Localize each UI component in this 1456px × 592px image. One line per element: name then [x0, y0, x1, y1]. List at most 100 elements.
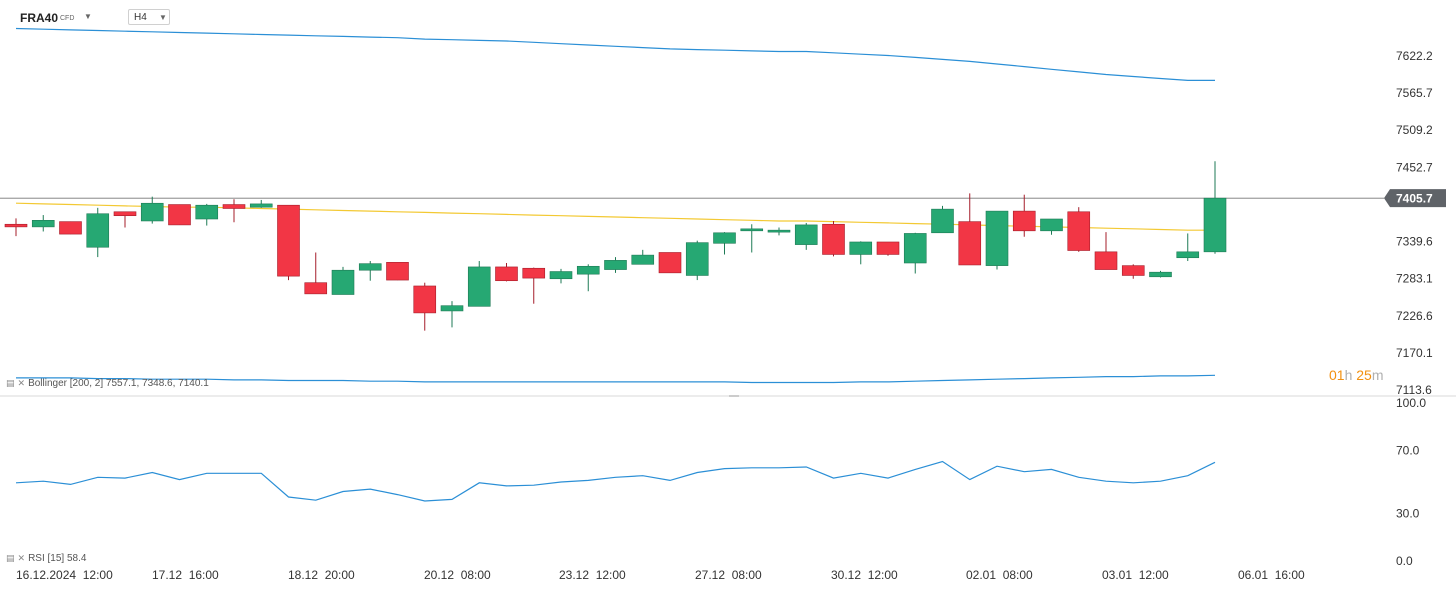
candle-countdown: 01h 25m	[1329, 367, 1384, 383]
time-tick-label: 30.12 12:00	[831, 568, 898, 582]
symbol-type: CFD	[60, 15, 75, 22]
candle-body	[195, 204, 219, 220]
candle-body	[958, 221, 982, 266]
price-tick-label: 7565.7	[1396, 86, 1433, 100]
candle-body	[794, 224, 818, 245]
candle-38	[1040, 218, 1063, 235]
candle-35	[958, 193, 982, 266]
countdown-m: m	[1371, 367, 1384, 383]
candle-9	[249, 199, 273, 208]
price-tick-label: 7283.1	[1396, 272, 1433, 286]
candle-13	[358, 261, 382, 281]
candle-15	[413, 282, 437, 331]
candle-body	[931, 208, 954, 234]
candle-32	[876, 241, 900, 256]
current-price-badge	[1384, 189, 1446, 208]
candle-39	[1067, 207, 1091, 252]
candle-6	[168, 204, 191, 226]
candle-34	[931, 205, 954, 234]
symbol-dropdown-icon[interactable]: ▼	[84, 12, 92, 21]
candle-body	[985, 210, 1009, 266]
candle-body	[1176, 251, 1200, 259]
candle-body	[304, 282, 328, 295]
candle-5	[140, 196, 164, 224]
rsi-label: RSI [15] 58.4	[28, 553, 87, 564]
candle-body	[413, 285, 437, 314]
candle-body	[467, 266, 491, 307]
candle-0	[4, 218, 28, 237]
current-price-label: 7405.7	[1396, 192, 1433, 206]
candle-body	[658, 252, 682, 274]
candle-body	[168, 204, 191, 226]
candle-42	[1149, 270, 1172, 278]
candle-body	[140, 202, 164, 222]
candle-31	[849, 241, 873, 265]
candle-body	[522, 267, 546, 279]
candle-36	[985, 210, 1009, 270]
candle-22	[604, 257, 627, 273]
symbol-name[interactable]: FRA40	[20, 11, 59, 25]
candle-26	[713, 232, 736, 255]
rsi-legend[interactable]: ▤ ✕ RSI [15] 58.4	[6, 553, 86, 564]
candle-body	[1012, 210, 1036, 232]
candle-43	[1176, 233, 1200, 262]
candle-body	[358, 263, 382, 271]
candle-body	[495, 266, 518, 282]
candle-body	[4, 223, 28, 228]
candle-12	[331, 266, 355, 295]
candle-body	[31, 220, 55, 228]
candle-41	[1121, 264, 1145, 279]
candle-body	[604, 260, 627, 270]
candle-body	[86, 213, 110, 248]
candle-body	[740, 228, 764, 232]
price-tick-label: 7452.7	[1396, 160, 1433, 174]
time-tick-label: 23.12 12:00	[559, 568, 626, 582]
candle-body	[631, 254, 655, 265]
candle-44	[1203, 161, 1227, 254]
candle-19	[522, 267, 546, 304]
bollinger-label: Bollinger [200, 2] 7557.1, 7348.6, 7140.…	[28, 378, 209, 389]
price-pane	[0, 27, 1384, 384]
settings-icon[interactable]: ▤	[6, 378, 15, 388]
close-icon[interactable]: ✕	[17, 553, 26, 563]
price-tick-label: 7113.6	[1396, 383, 1432, 397]
candle-40	[1094, 232, 1118, 270]
candle-body	[1067, 211, 1091, 251]
countdown-minutes: 25	[1356, 367, 1372, 383]
bollinger-line-upper	[15, 27, 1215, 82]
price-tick-label: 7226.6	[1396, 309, 1433, 323]
candle-3	[86, 207, 110, 258]
bollinger-legend[interactable]: ▤ ✕ Bollinger [200, 2] 7557.1, 7348.6, 714…	[6, 378, 209, 389]
candle-body	[549, 271, 573, 280]
timeframe-dropdown-icon: ▼	[159, 13, 167, 22]
candle-body	[849, 241, 873, 255]
time-tick-label: 27.12 08:00	[695, 568, 762, 582]
rsi-tick-label: 30.0	[1396, 507, 1420, 521]
candle-25	[685, 240, 709, 281]
candle-24	[658, 252, 682, 274]
rsi-tick-label: 100.0	[1396, 396, 1426, 410]
candle-body	[822, 223, 845, 255]
candle-7	[195, 203, 219, 226]
candle-28	[767, 227, 791, 236]
candle-1	[31, 215, 55, 232]
time-tick-label: 02.01 08:00	[966, 568, 1033, 582]
candle-body	[59, 221, 82, 235]
candle-body	[767, 229, 791, 233]
close-icon[interactable]: ✕	[17, 378, 26, 388]
settings-icon[interactable]: ▤	[6, 553, 15, 563]
timeframe-select[interactable]: H4 ▼	[128, 9, 170, 25]
candle-20	[549, 268, 573, 284]
candle-body	[876, 241, 900, 255]
candle-16	[440, 301, 464, 328]
candle-11	[304, 252, 328, 295]
time-tick-label: 17.12 16:00	[152, 568, 219, 582]
candle-body	[576, 265, 600, 275]
candle-body	[1203, 197, 1227, 253]
candle-body	[249, 203, 273, 208]
candle-body	[1121, 265, 1145, 276]
rsi-tick-label: 70.0	[1396, 443, 1420, 457]
rsi-pane	[15, 460, 1216, 502]
candle-33	[903, 232, 927, 274]
